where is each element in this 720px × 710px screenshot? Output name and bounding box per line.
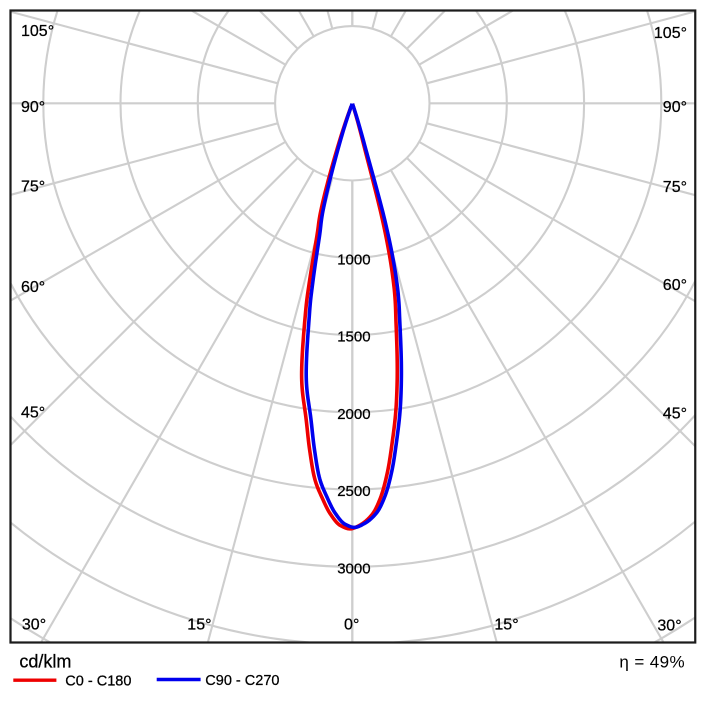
svg-text:C0 - C180: C0 - C180: [65, 674, 131, 690]
svg-text:η = 49%: η = 49%: [619, 653, 685, 672]
svg-text:2500: 2500: [337, 483, 370, 500]
svg-text:cd/klm: cd/klm: [19, 652, 71, 672]
svg-text:45°: 45°: [663, 406, 687, 423]
svg-text:1000: 1000: [337, 251, 370, 268]
svg-text:30°: 30°: [22, 617, 46, 634]
svg-text:C90 - C270: C90 - C270: [205, 673, 279, 689]
svg-text:60°: 60°: [21, 279, 45, 296]
svg-text:60°: 60°: [663, 277, 687, 294]
svg-text:75°: 75°: [663, 179, 687, 196]
svg-text:15°: 15°: [494, 617, 518, 634]
svg-text:2000: 2000: [337, 406, 370, 423]
svg-text:30°: 30°: [657, 618, 681, 635]
svg-text:105°: 105°: [654, 25, 687, 42]
svg-text:3000: 3000: [337, 560, 370, 577]
svg-text:45°: 45°: [21, 405, 45, 422]
svg-text:90°: 90°: [21, 99, 45, 116]
svg-text:75°: 75°: [21, 179, 45, 196]
svg-text:15°: 15°: [187, 617, 211, 634]
svg-text:90°: 90°: [663, 99, 687, 116]
svg-text:0°: 0°: [344, 617, 359, 634]
svg-text:1500: 1500: [337, 329, 370, 346]
svg-text:105°: 105°: [21, 23, 54, 40]
